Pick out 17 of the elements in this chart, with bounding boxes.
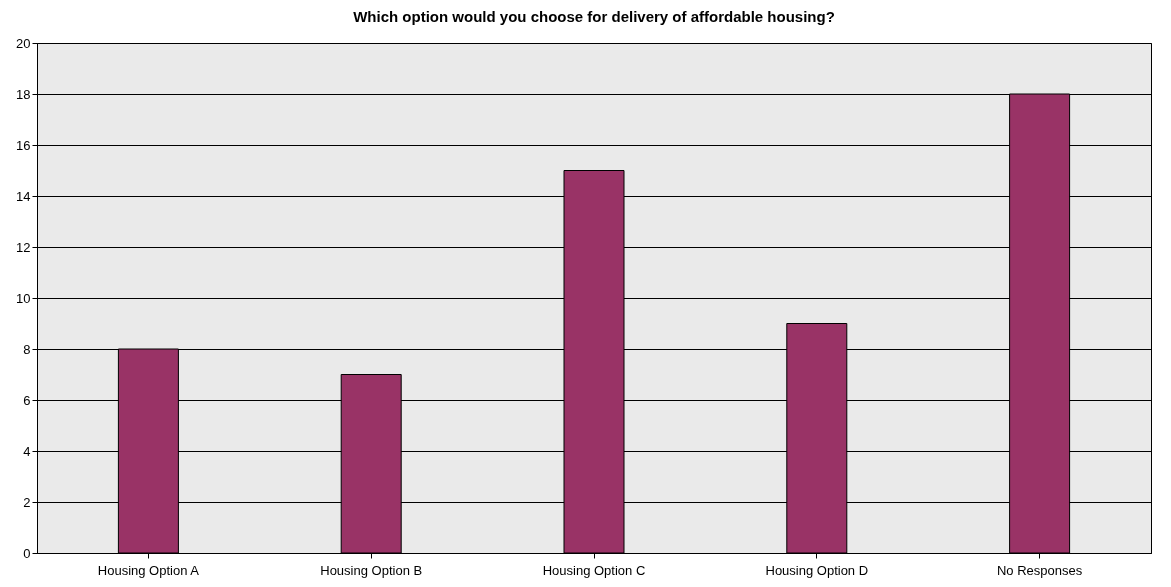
y-tick-label: 0 — [23, 545, 31, 561]
chart-title: Which option would you choose for delivery of affordable housing? — [353, 8, 835, 25]
y-tick-label: 16 — [16, 137, 31, 153]
y-tick-label: 2 — [23, 494, 31, 510]
y-tick-label: 6 — [23, 392, 31, 408]
y-tick-label: 4 — [23, 443, 31, 459]
x-tick-label: Housing Option D — [765, 562, 869, 578]
y-tick-label: 18 — [16, 86, 31, 102]
y-tick-label: 20 — [16, 35, 31, 51]
x-tick-label: Housing Option A — [97, 562, 200, 578]
x-tick-label: Housing Option B — [320, 562, 423, 578]
y-tick-label: 8 — [23, 341, 31, 357]
y-tick-label: 12 — [16, 239, 31, 255]
x-tick-label: Housing Option C — [542, 562, 646, 578]
x-tick-label: No Responses — [996, 562, 1083, 578]
y-tick-label: 10 — [16, 290, 31, 306]
y-tick-label: 14 — [16, 188, 31, 204]
